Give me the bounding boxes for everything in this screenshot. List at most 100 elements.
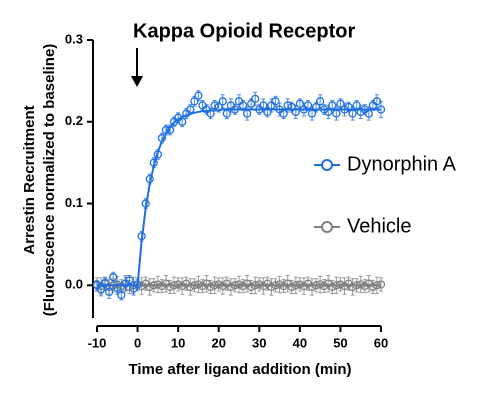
data-point [259, 281, 268, 291]
data-point [307, 109, 317, 118]
data-point [117, 290, 126, 300]
error-bar [346, 276, 351, 291]
y-tick-label: 0.0 [65, 277, 83, 292]
x-tick-label: 10 [171, 335, 185, 350]
data-point [328, 101, 337, 110]
data-point [238, 281, 248, 291]
data-point [186, 105, 195, 114]
data-point [157, 133, 167, 143]
data-point [141, 199, 150, 208]
data-point [368, 282, 378, 292]
data-point [210, 281, 219, 290]
error-bar [163, 274, 168, 293]
error-bar [188, 278, 193, 296]
data-point [100, 278, 110, 287]
data-point [218, 97, 227, 106]
data-point [255, 280, 264, 289]
data-point [145, 174, 154, 184]
data-point [194, 280, 203, 289]
data-point [344, 102, 353, 112]
data-point [315, 280, 325, 289]
data-point [320, 105, 329, 114]
data-point [271, 281, 280, 290]
data-point [279, 281, 288, 291]
data-point [307, 282, 317, 292]
error-bar [224, 276, 229, 291]
error-bar [245, 274, 250, 293]
data-point [161, 125, 171, 135]
data-point [332, 281, 341, 290]
data-point [214, 102, 223, 112]
data-point [291, 107, 300, 117]
error-bar [123, 276, 128, 291]
error-bar [330, 279, 335, 294]
error-bar [269, 278, 274, 296]
legend-label: Vehicle [347, 215, 412, 237]
data-point [153, 280, 163, 289]
data-point [214, 280, 223, 289]
data-point [242, 109, 252, 118]
data-point [287, 102, 296, 112]
y-axis-title: (Fluorescence normalized to baseline) [41, 44, 58, 317]
data-point [348, 109, 357, 118]
data-point [372, 97, 382, 106]
data-point [275, 280, 284, 289]
data-point [372, 281, 382, 290]
chart-title: Kappa Opioid Receptor [133, 20, 355, 42]
data-point [336, 99, 345, 108]
data-point [206, 109, 215, 118]
data-point [230, 105, 240, 114]
data-point [263, 107, 272, 117]
x-tick-label: 20 [211, 335, 225, 350]
x-tick-label: 30 [252, 335, 266, 350]
data-point [218, 281, 227, 291]
data-point [287, 282, 296, 292]
y-axis-title: Arrestin Recruitment [21, 105, 38, 254]
data-point [360, 281, 369, 291]
error-bar [249, 279, 254, 294]
x-tick-label: 40 [293, 335, 307, 350]
x-axis-title: Time after ligand addition (min) [128, 361, 351, 378]
data-point [96, 285, 106, 294]
error-bar [285, 274, 290, 293]
data-point [324, 107, 333, 117]
data-point [226, 282, 236, 292]
data-point [283, 101, 292, 110]
error-bar [370, 279, 375, 294]
data-point [186, 282, 195, 292]
error-bar [326, 274, 331, 293]
error-bar [289, 279, 294, 294]
data-point [311, 102, 321, 112]
data-point [356, 107, 365, 117]
data-point [198, 281, 207, 291]
error-bar [228, 278, 233, 296]
data-point [340, 105, 349, 114]
data-point [178, 117, 187, 126]
data-point [137, 232, 146, 241]
data-point [332, 109, 341, 118]
data-point [190, 281, 199, 290]
data-point [247, 99, 256, 108]
data-point [291, 281, 300, 290]
data-point [173, 280, 183, 289]
error-bar [305, 276, 310, 291]
error-bar [184, 276, 189, 291]
data-point [336, 280, 345, 289]
data-point [267, 282, 276, 292]
error-bar [265, 276, 270, 291]
data-point [169, 281, 179, 290]
error-bar [168, 279, 173, 294]
y-tick-label: 0.3 [65, 31, 83, 46]
error-bar [143, 276, 148, 291]
data-point [178, 281, 187, 291]
arrow-head [131, 76, 143, 87]
data-point [376, 280, 386, 289]
data-point [113, 283, 122, 292]
data-point [165, 125, 175, 135]
data-point [251, 94, 260, 104]
data-point [295, 280, 305, 289]
data-point [348, 282, 357, 292]
data-point [352, 281, 361, 290]
data-point [157, 281, 167, 291]
data-point [149, 281, 158, 290]
